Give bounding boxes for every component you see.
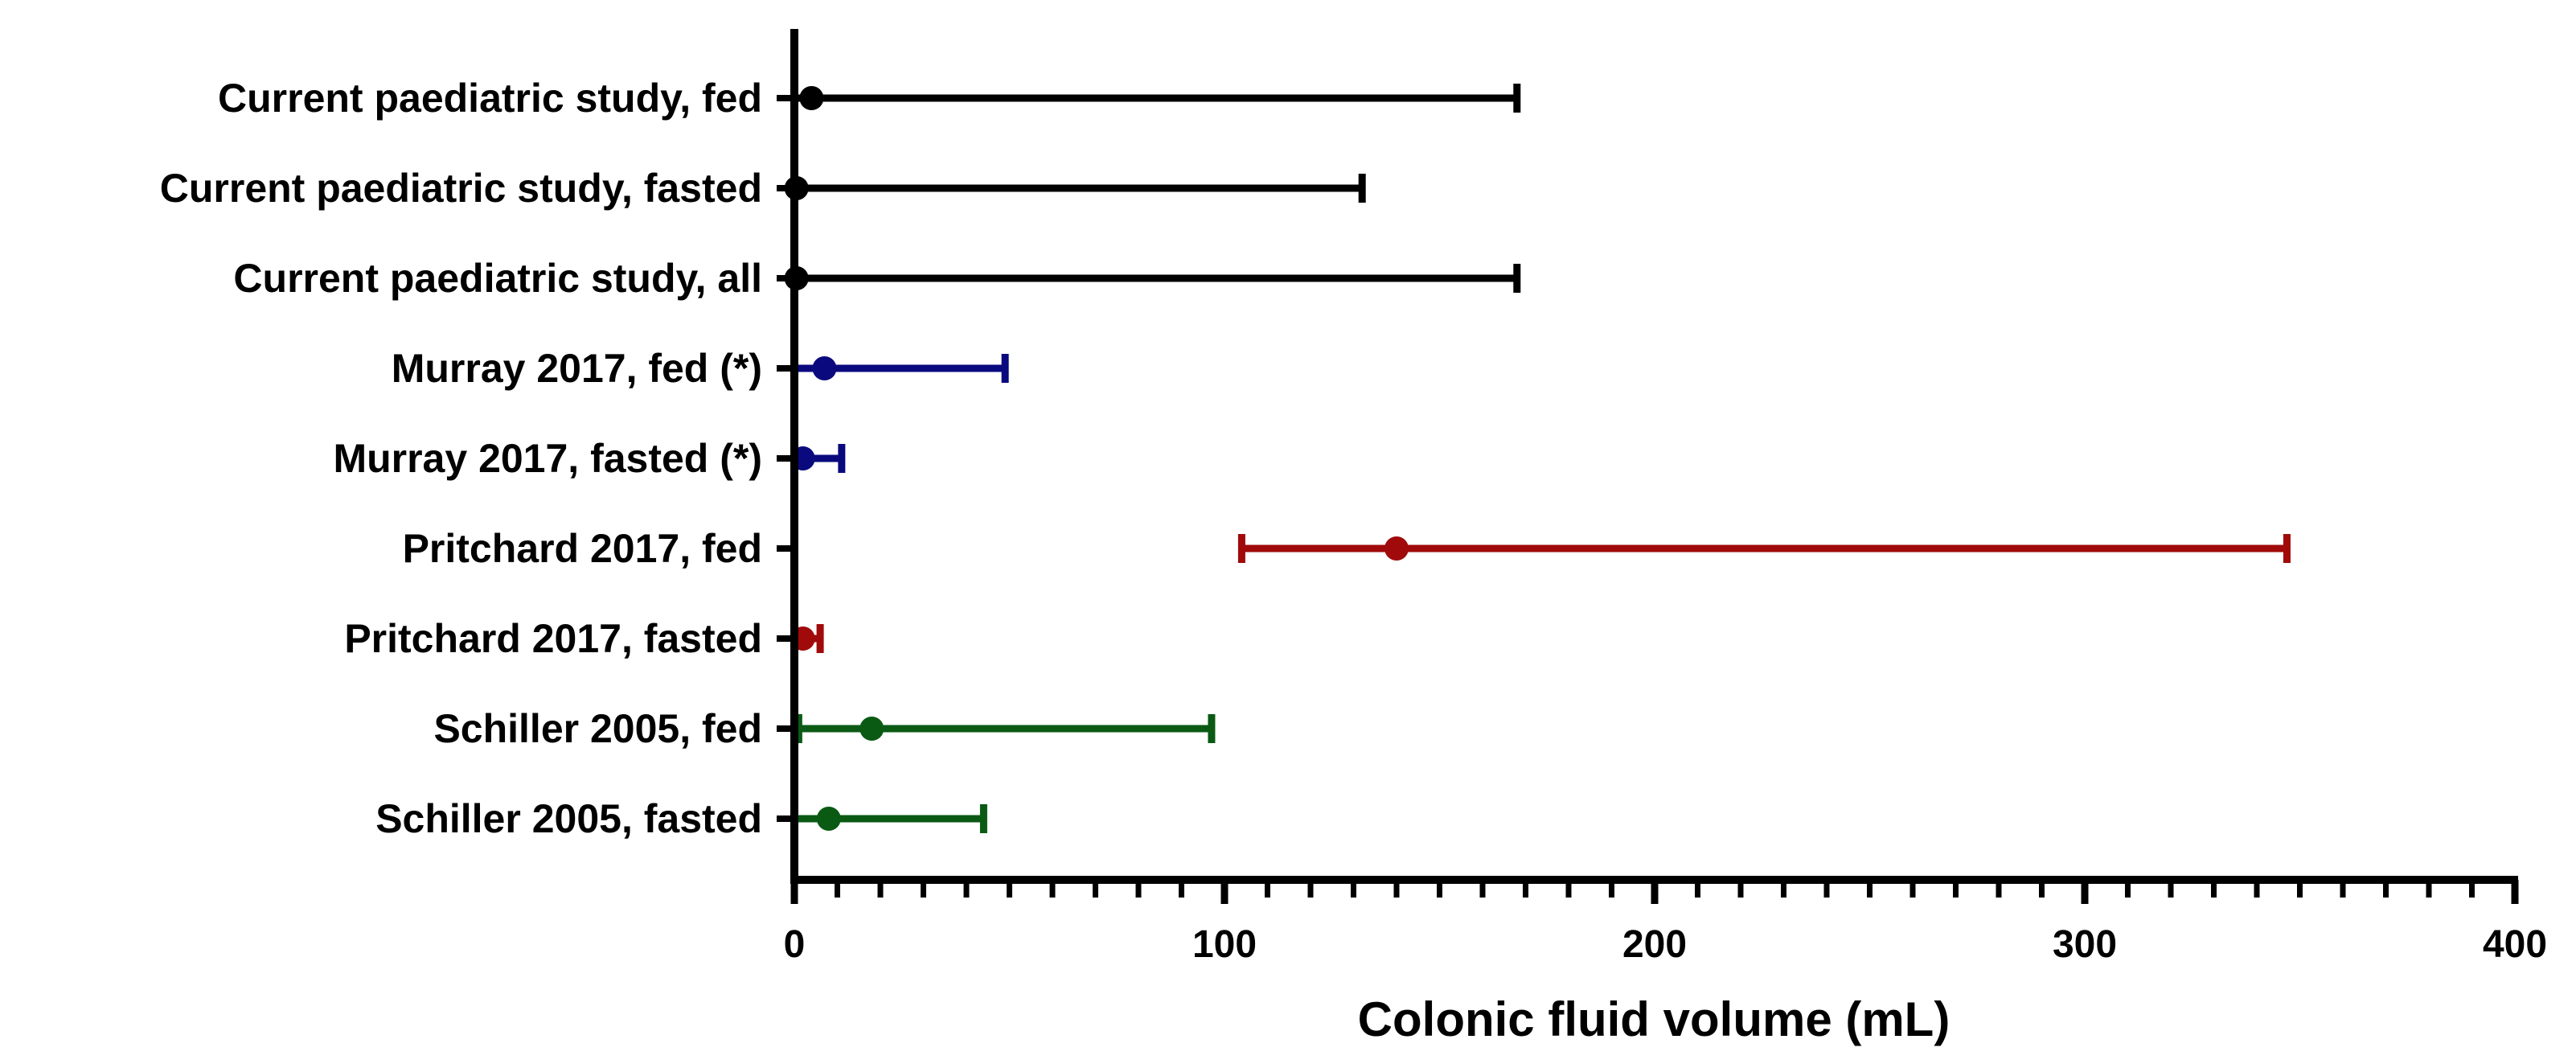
category-label: Current paediatric study, fed: [218, 76, 762, 121]
category-label: Schiller 2005, fasted: [375, 796, 762, 841]
row-7: Pritchard 2017, fasted: [344, 616, 824, 661]
median-point: [816, 807, 841, 831]
x-tick-label: 400: [2483, 923, 2547, 966]
x-tick-label: 300: [2053, 923, 2117, 966]
median-point: [799, 86, 824, 110]
category-label: Pritchard 2017, fasted: [344, 616, 762, 661]
row-5: Murray 2017, fasted (*): [333, 436, 846, 481]
category-label: Murray 2017, fed (*): [392, 346, 762, 391]
median-point: [1384, 536, 1409, 561]
category-label: Schiller 2005, fed: [433, 706, 762, 751]
category-label: Pritchard 2017, fed: [403, 526, 762, 571]
x-axis-title: Colonic fluid volume (mL): [1358, 992, 1950, 1046]
category-label: Current paediatric study, fasted: [160, 166, 762, 211]
category-label: Murray 2017, fasted (*): [333, 436, 762, 481]
x-tick-label: 100: [1192, 923, 1257, 966]
category-label: Current paediatric study, all: [233, 256, 762, 301]
median-point: [859, 717, 884, 741]
row-3: Current paediatric study, all: [233, 256, 1521, 301]
x-ticks-group: 0 100 200 300 400: [784, 880, 2547, 966]
x-tick-label: 200: [1622, 923, 1687, 966]
median-point: [812, 356, 837, 380]
row-1: Current paediatric study, fed: [218, 76, 1521, 121]
row-6: Pritchard 2017, fed: [403, 526, 2291, 571]
row-8: Schiller 2005, fed: [433, 706, 1216, 751]
row-2: Current paediatric study, fasted: [160, 166, 1366, 211]
x-tick-label: 0: [784, 923, 806, 966]
row-9: Schiller 2005, fasted: [375, 796, 987, 841]
rows-group: Current paediatric study, fed Current pae…: [160, 76, 2291, 841]
row-4: Murray 2017, fed (*): [392, 346, 1009, 391]
